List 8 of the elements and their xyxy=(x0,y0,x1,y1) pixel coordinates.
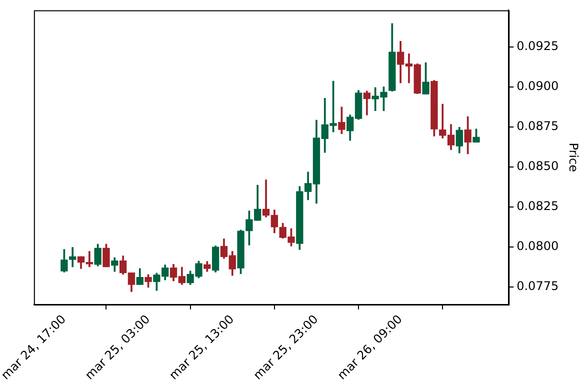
y-tick-label: 0.0925 xyxy=(516,39,559,54)
y-tick-label: 0.0850 xyxy=(516,159,559,174)
y-tick-label: 0.0825 xyxy=(516,199,559,214)
y-tick-label: 0.0875 xyxy=(516,119,559,134)
y-axis-title: Price xyxy=(566,142,581,172)
y-tick-label: 0.0800 xyxy=(516,239,559,254)
y-tick-label: 0.0900 xyxy=(516,79,559,94)
y-tick-label: 0.0775 xyxy=(516,279,559,294)
